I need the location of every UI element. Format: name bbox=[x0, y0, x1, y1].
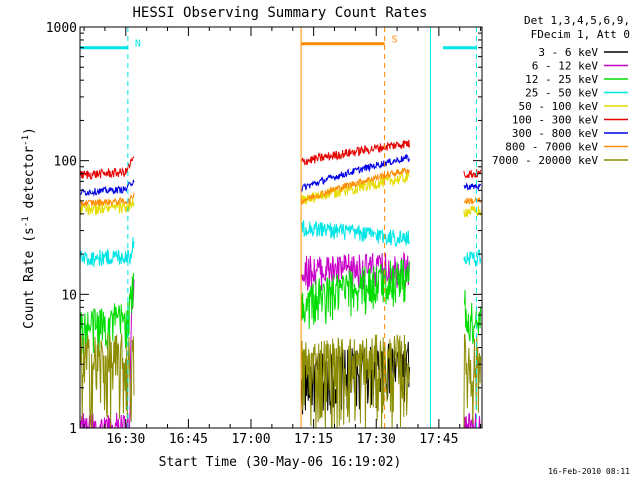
legend: Det 1,3,4,5,6,9, FDecim 1, Att 0 3 - 6 k… bbox=[492, 14, 630, 167]
legend-label-8: 7000 - 20000 keV bbox=[492, 154, 598, 167]
legend-label-0: 3 - 6 keV bbox=[538, 46, 598, 59]
series-line-2 bbox=[79, 258, 482, 355]
legend-label-3: 25 - 50 keV bbox=[525, 87, 598, 100]
y-tick-label-0: 1 bbox=[69, 422, 77, 437]
legend-header-line-2: FDecim 1, Att 0 bbox=[531, 28, 630, 41]
y-axis-label-sup2: -1 bbox=[21, 135, 31, 146]
series-line-7 bbox=[79, 167, 482, 207]
y-axis-label-mid: detector bbox=[22, 146, 37, 217]
x-tick-label-2: 17:00 bbox=[231, 432, 270, 447]
series-line-8 bbox=[79, 332, 482, 429]
legend-header-line-1: Det 1,3,4,5,6,9, bbox=[524, 14, 630, 27]
x-axis-label: Start Time (30-May-06 16:19:02) bbox=[159, 455, 402, 470]
y-tick-label-2: 100 bbox=[54, 155, 77, 170]
x-tick-label-4: 17:30 bbox=[357, 432, 396, 447]
legend-label-1: 6 - 12 keV bbox=[532, 60, 599, 73]
y-axis-ticks: 1 10 100 1000 bbox=[46, 21, 482, 437]
plot-frame bbox=[79, 26, 483, 429]
legend-label-6: 300 - 800 keV bbox=[512, 127, 598, 140]
y-axis-label-sup1: -1 bbox=[21, 216, 31, 227]
legend-label-4: 50 - 100 keV bbox=[519, 100, 599, 113]
legend-label-5: 100 - 300 keV bbox=[512, 114, 598, 127]
y-axis-label-main: Count Rate (s bbox=[22, 227, 37, 329]
y-axis-label: Count Rate (s-1 detector-1) bbox=[21, 127, 37, 329]
x-axis-ticks: 16:30 16:45 17:00 17:15 17:30 17:45 bbox=[83, 27, 482, 447]
x-tick-label-0: 16:30 bbox=[106, 432, 145, 447]
legend-label-7: 800 - 7000 keV bbox=[505, 141, 598, 154]
flag-label-n: N bbox=[135, 39, 141, 50]
x-tick-label-1: 16:45 bbox=[169, 432, 208, 447]
legend-label-2: 12 - 25 keV bbox=[525, 73, 598, 86]
x-tick-label-5: 17:45 bbox=[419, 432, 458, 447]
footer-date: 16-Feb-2010 08:11 bbox=[548, 467, 630, 476]
chart-title: HESSI Observing Summary Count Rates bbox=[132, 5, 427, 21]
series-line-3 bbox=[79, 220, 482, 268]
y-tick-label-1: 10 bbox=[61, 288, 77, 303]
series-line-5 bbox=[79, 139, 482, 180]
series-line-6 bbox=[79, 153, 482, 197]
flag-label-s: S bbox=[392, 35, 398, 46]
y-axis-label-end: ) bbox=[22, 127, 37, 135]
x-tick-label-3: 17:15 bbox=[294, 432, 333, 447]
y-tick-label-3: 1000 bbox=[46, 21, 77, 36]
